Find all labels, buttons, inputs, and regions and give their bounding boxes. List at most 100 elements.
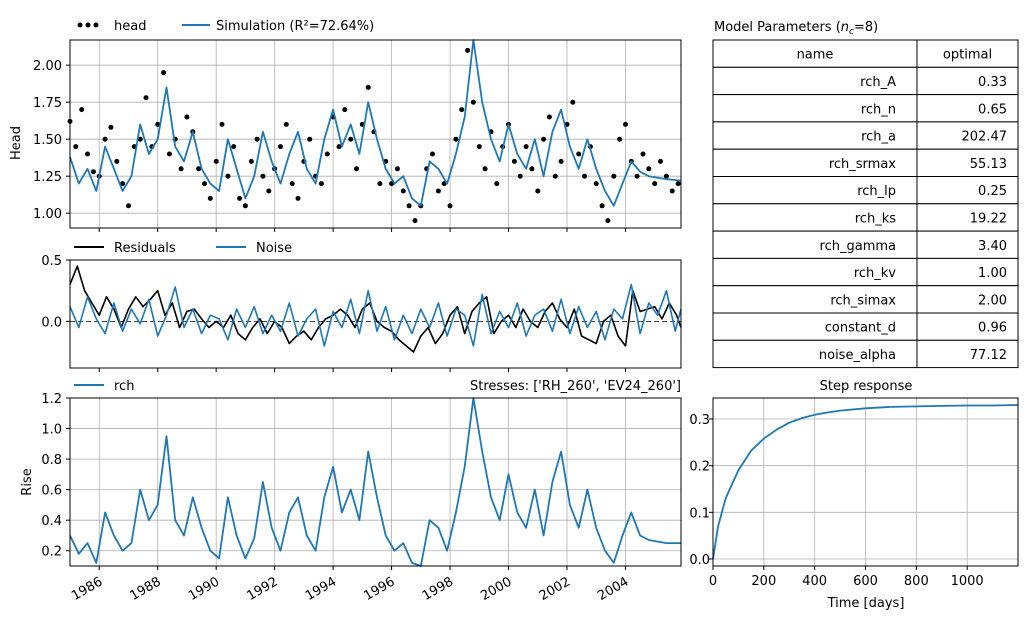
param-value: 77.12 [970,348,1007,363]
head-observation-point [582,173,587,179]
head-observation-point [658,158,663,164]
head-ytick-label: 2.00 [33,59,62,74]
head-observation-point [640,151,646,157]
head-observation-point [435,188,441,194]
head-observation-point [394,166,400,172]
head-observation-point [178,166,184,172]
head-observation-point [546,114,552,120]
table-header-name: name [797,48,834,63]
head-axes-frame [69,39,682,229]
text-layer: head Simulation (R²=72.64%) Head Residua… [9,19,912,611]
legend-head-label: head [114,19,146,34]
head-observation-point [400,188,406,194]
param-value: 3.40 [978,239,1007,254]
head-observation-point [242,203,248,209]
head-observation-point [202,181,207,187]
head-observation-point [120,181,126,187]
param-value: 2.00 [978,293,1007,308]
step-response-title: Step response [820,379,913,394]
year-xtick-label: 1998 [420,574,456,604]
head-observation-point [289,181,295,187]
parameter-table: name optimal rch_A 0.33 rch_n 0.65 rch_a 202.47… [712,39,1019,369]
stresses-ytick-label: 0.6 [41,484,62,499]
head-observation-point [552,173,558,179]
param-name: rch_n [861,102,896,117]
legend-head-marker [93,22,99,28]
param-name: rch_simax [830,293,896,308]
head-observation-point [348,136,354,142]
residuals-ytick-label: 0.5 [41,254,62,269]
year-xtick-label: 1988 [128,574,164,604]
head-ytick-label: 1.50 [33,133,62,148]
param-name: rch_kv [854,266,896,281]
head-observation-point [219,121,225,127]
head-observation-point [73,144,79,150]
head-observation-point [266,188,272,194]
head-observation-point [336,144,342,150]
step-ytick-label: 0.3 [689,413,710,428]
head-observation-point [342,107,348,113]
head-observation-point [161,70,167,76]
head-observation-point [611,173,617,179]
head-observation-point [482,166,488,172]
table-header-optimal: optimal [943,48,992,63]
year-xtick-label: 2004 [595,574,631,604]
head-observation-point [237,195,243,201]
head-observation-point [663,173,669,179]
head-observation-point [541,136,547,142]
year-xtick-label: 1986 [69,574,105,604]
head-observation-point [225,173,231,179]
residuals-line [69,265,682,353]
param-name: rch_A [860,75,896,90]
head-observation-point [354,166,359,172]
head-observation-point [517,173,523,179]
head-ylabel: Head [9,126,24,160]
step-xtick-label: 0 [709,574,717,589]
noise-line [69,283,682,347]
table-cell [916,66,1019,96]
legend-head-marker [85,22,91,28]
step-ytick-label: 0.1 [689,506,710,521]
head-observation-point [295,195,301,201]
head-ytick-label: 1.75 [33,96,62,111]
table-cell [916,230,1019,259]
head-observation-point [570,99,576,105]
axes-frames [69,39,1019,567]
head-observation-point [558,158,564,164]
param-value: 0.65 [978,102,1007,117]
step-xtick-label: 400 [802,574,827,589]
head-observation-point [126,203,131,209]
head-observation-point [617,136,623,142]
table-cell [712,257,918,287]
head-ytick-label: 1.25 [33,170,62,185]
legend-noise-label: Noise [256,241,292,256]
head-observation-point [155,121,161,127]
table-cell [916,312,1019,341]
head-observation-point [318,181,324,187]
head-observation-point [523,144,529,150]
head-observation-point [79,107,85,113]
residuals-axes-frame [69,259,682,369]
stresses-ytick-label: 0.8 [41,453,62,468]
param-value: 0.25 [978,184,1007,199]
head-observation-point [184,114,190,120]
legend-rch-label: rch [114,379,134,394]
step-xtick-label: 1000 [951,574,984,589]
head-observation-point [365,84,371,90]
head-observation-point [231,144,237,150]
head-observation-point [143,95,149,101]
table-cell [916,176,1019,205]
head-observation-point [412,218,418,224]
head-observation-point [278,144,283,150]
step-response-xlabel: Time [days] [827,596,905,611]
head-observation-point [114,158,120,164]
head-observation-point [377,181,383,187]
param-value: 0.96 [978,321,1007,336]
head-observation-point [283,121,289,127]
head-observation-point [576,151,582,157]
head-observation-point [137,136,143,142]
head-observation-point [260,173,266,179]
param-name: rch_a [861,130,896,145]
param-name: rch_ks [855,211,896,226]
stresses-axes-frame [69,397,682,567]
